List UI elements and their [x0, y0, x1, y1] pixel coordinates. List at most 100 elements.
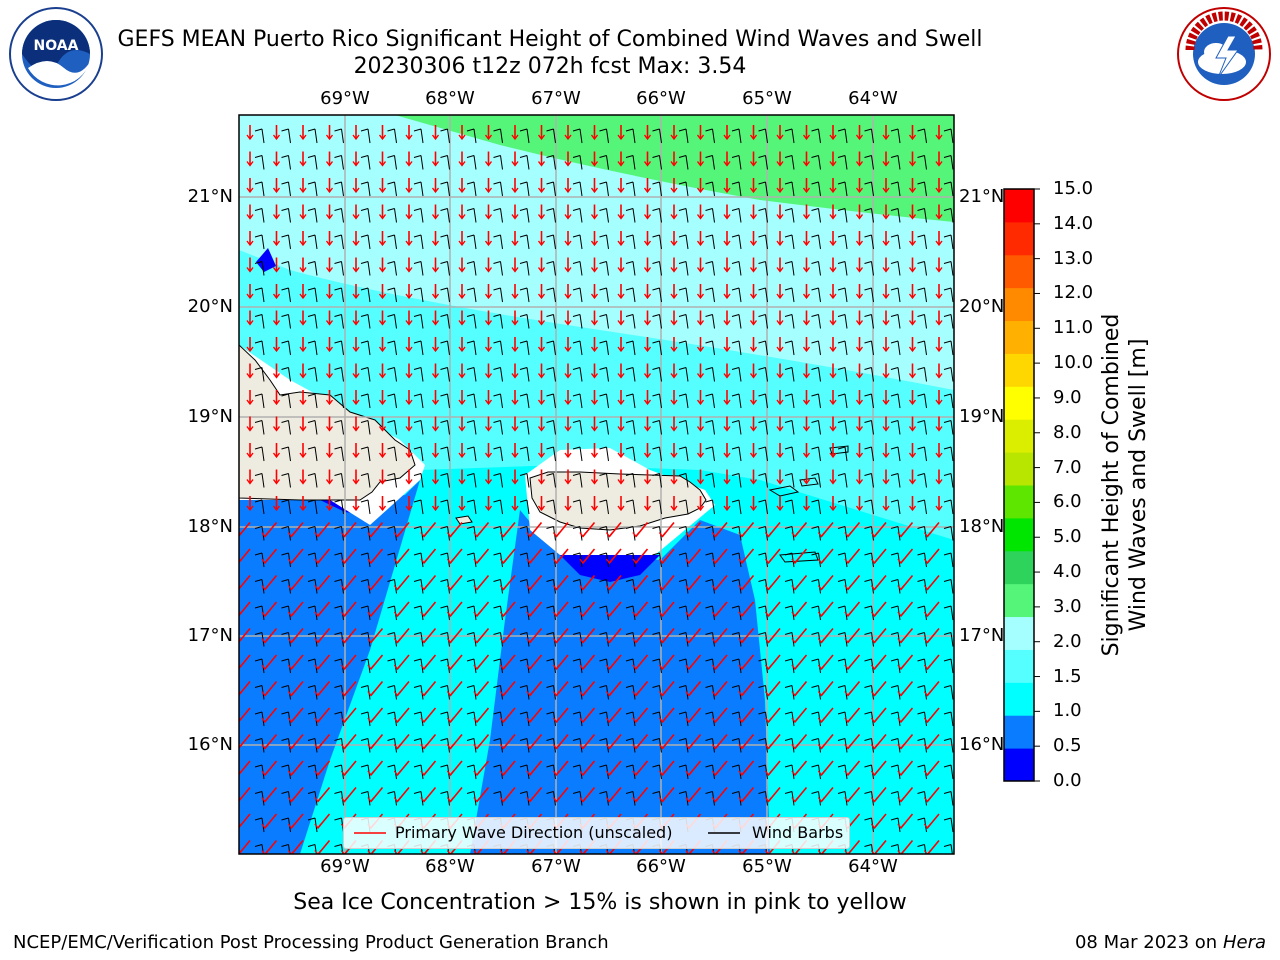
wave-arrow-head	[590, 293, 599, 300]
wind-barb	[360, 234, 371, 250]
wind-barb	[705, 367, 715, 382]
wind-barb	[466, 314, 477, 329]
wave-arrow-head	[552, 558, 560, 565]
wave-arrow-head	[564, 267, 572, 273]
wind-barb	[890, 473, 901, 488]
lon-label-bottom: 69°W	[320, 856, 370, 877]
wind-barb	[943, 261, 954, 276]
wave-arrow-head	[844, 585, 852, 591]
wind-barb	[731, 128, 742, 144]
wave-arrow-head	[711, 850, 719, 854]
wave-arrow-head	[817, 744, 825, 750]
wind-barb	[943, 711, 954, 727]
wave-arrow-head	[935, 399, 943, 406]
legend-wave-label: Primary Wave Direction (unscaled)	[395, 823, 673, 842]
lon-label-bottom: 66°W	[636, 856, 686, 877]
wave-arrow-head	[817, 558, 825, 565]
wind-barb	[281, 499, 291, 515]
wave-arrow-head	[882, 267, 890, 273]
wave-arrow-head	[696, 293, 705, 300]
wind-barb	[943, 234, 954, 250]
wind-barb	[943, 208, 954, 223]
wind-barb	[572, 393, 583, 409]
wave-arrow-head	[738, 611, 746, 618]
wave-arrow-head	[564, 187, 572, 194]
lat-label-right: 20°N	[959, 296, 1005, 317]
wind-barb	[466, 287, 477, 303]
wave-arrow-head	[617, 399, 625, 406]
wind-barb	[599, 208, 609, 223]
wave-arrow-head	[272, 187, 281, 194]
wave-arrow-head	[564, 426, 572, 432]
wave-arrow-head	[590, 240, 599, 247]
wind-barb	[864, 208, 874, 223]
wave-arrow-head	[605, 691, 613, 697]
wind-barb	[307, 393, 318, 409]
wave-arrow-head	[685, 717, 693, 724]
wind-barb	[254, 155, 265, 170]
wave-arrow-head	[393, 744, 401, 750]
wind-barb	[943, 446, 954, 462]
wind-barb	[758, 261, 768, 276]
wave-arrow-head	[246, 134, 254, 141]
wave-arrow-head	[299, 399, 307, 406]
wave-arrow-head	[367, 558, 375, 565]
wave-arrow-head	[776, 479, 784, 485]
colorbar-tick-label: 5.0	[1053, 526, 1082, 548]
wave-arrow-head	[897, 532, 905, 538]
wave-arrow-head	[299, 187, 307, 194]
wind-barb	[440, 128, 450, 144]
wind-barb	[599, 340, 609, 356]
wave-arrow-head	[696, 161, 705, 167]
wind-barb	[943, 632, 954, 647]
wave-arrow-head	[431, 187, 440, 194]
field-band-3-4	[395, 115, 954, 222]
wave-arrow-head	[632, 532, 640, 538]
wave-arrow-head	[882, 373, 890, 379]
wind-barb	[387, 234, 397, 250]
wind-barb	[254, 314, 265, 329]
wave-arrow-head	[870, 558, 878, 565]
wave-arrow-head	[855, 187, 864, 194]
wind-barb	[943, 738, 954, 753]
wave-arrow-head	[272, 240, 281, 247]
wave-arrow-head	[458, 346, 466, 353]
lat-label-left: 19°N	[187, 406, 233, 427]
wind-barb	[652, 473, 662, 488]
wind-barb	[599, 393, 609, 409]
wave-arrow-head	[935, 373, 943, 379]
wave-arrow-head	[458, 426, 466, 432]
wave-arrow-head	[923, 558, 931, 565]
colorbar-tick-label: 11.0	[1053, 317, 1094, 339]
wave-arrow-head	[935, 346, 943, 353]
wind-barb	[784, 314, 795, 329]
wave-arrow-head	[802, 240, 811, 247]
wind-barb	[519, 473, 530, 488]
wave-arrow-head	[579, 585, 587, 591]
wave-arrow-head	[643, 505, 652, 512]
lon-label-top: 66°W	[636, 88, 686, 109]
wave-arrow-head	[246, 426, 254, 432]
wind-barb	[307, 499, 318, 515]
wave-arrow-head	[923, 717, 931, 724]
wave-arrow-head	[605, 558, 613, 565]
wind-barb	[705, 234, 715, 250]
wave-arrow-head	[579, 717, 587, 724]
wind-barb	[890, 340, 901, 356]
wave-arrow-head	[484, 452, 493, 459]
wave-arrow-head	[632, 664, 640, 671]
wave-arrow-head	[696, 505, 705, 512]
wave-arrow-head	[723, 134, 731, 141]
wind-barb	[440, 499, 450, 515]
wave-arrow-head	[272, 479, 281, 485]
wave-arrow-head	[405, 505, 413, 512]
wave-arrow-head	[670, 293, 678, 300]
colorbar-segment	[1004, 386, 1034, 420]
wave-arrow-head	[261, 638, 269, 644]
wave-arrow-head	[844, 797, 852, 803]
wave-arrow-head	[420, 770, 428, 777]
wave-arrow-head	[908, 214, 917, 220]
wind-barb	[652, 314, 662, 329]
wave-arrow-head	[511, 452, 519, 459]
wave-arrow-head	[897, 558, 905, 565]
